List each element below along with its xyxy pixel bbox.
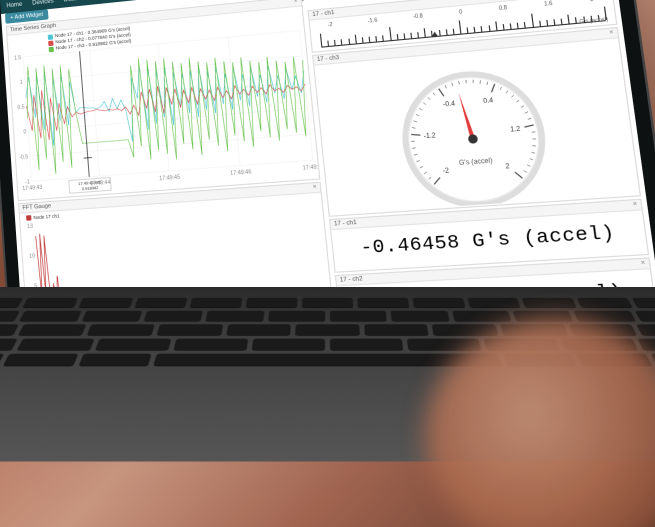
svg-text:17:49:43: 17:49:43 [22,185,42,193]
svg-text:13: 13 [27,223,33,230]
nav-item-home[interactable]: Home [6,2,22,10]
ruler-unit: G's (accel) [579,17,609,26]
fft-title: FFT Gauge [22,203,51,211]
close-icon[interactable]: × [609,30,614,37]
nav-item-devices[interactable]: Devices [32,0,54,7]
svg-text:17:49:45: 17:49:45 [159,174,181,182]
gauge-panel: 17 - ch3 × -2-1.2-0.40.41.22G's (accel) [312,27,641,217]
svg-text:1.5: 1.5 [14,55,22,62]
close-icon[interactable]: × [312,184,317,191]
svg-text:17:49:47: 17:49:47 [302,164,319,172]
svg-text:10: 10 [29,253,35,260]
svg-text:1: 1 [20,80,23,86]
numeric2-title: 17 - ch2 [340,276,363,284]
close-icon[interactable]: × [640,260,645,267]
ruler-title: 17 - ch1 [312,10,335,19]
numeric1-title: 17 - ch1 [334,220,357,228]
radial-gauge: -2-1.2-0.40.41.22G's (accel) [378,51,571,210]
gauge-title: 17 - ch3 [317,55,340,63]
close-icon[interactable]: × [632,201,637,208]
svg-text:0.4: 0.4 [483,98,494,106]
svg-text:-1.2: -1.2 [423,133,436,141]
svg-text:0: 0 [23,129,26,135]
close-icon[interactable]: × [294,0,298,5]
svg-text:1.2: 1.2 [510,126,522,134]
svg-text:17:49:46: 17:49:46 [230,169,252,177]
nav-item-data[interactable]: Data [64,0,77,3]
svg-text:-0.5: -0.5 [19,154,28,161]
svg-text:0.5: 0.5 [17,104,25,111]
svg-text:-0.4: -0.4 [443,101,457,109]
timeseries-panel: Time Series Graph × Node 17 - ch1 - 0.36… [6,0,321,201]
